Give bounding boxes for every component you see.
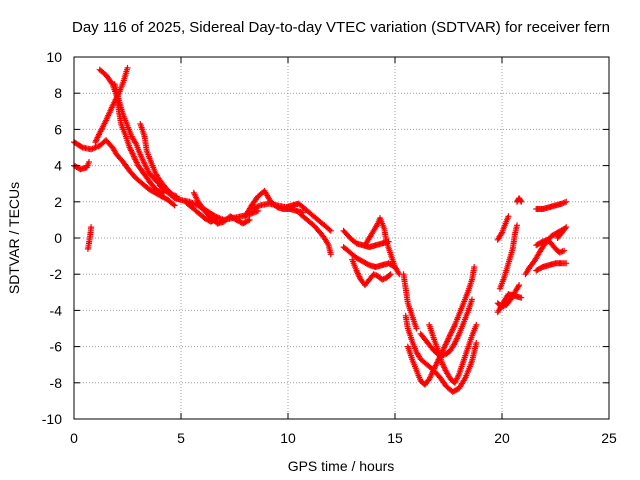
y-tick-label: -4 (50, 302, 63, 318)
plus-markers (111, 81, 167, 191)
x-tick-label: 20 (494, 430, 510, 446)
plus-markers (533, 198, 570, 212)
series-satellite-29 (533, 236, 568, 256)
chart-title: Day 116 of 2025, Sidereal Day-to-day VTE… (72, 19, 610, 36)
y-tick-label: 2 (54, 194, 62, 210)
plus-markers (190, 189, 253, 227)
series-satellite-27 (514, 195, 525, 205)
series-satellite-3 (84, 224, 95, 252)
plus-markers (71, 137, 178, 209)
plus-markers (84, 224, 95, 252)
y-tick-label: 10 (46, 49, 62, 65)
x-tick-label: 10 (280, 430, 296, 446)
plus-markers (362, 215, 403, 278)
series-satellite-19 (402, 312, 480, 395)
plus-markers (494, 291, 525, 316)
data-marks (71, 64, 570, 395)
plus-markers (426, 321, 480, 386)
y-tick-label: -2 (50, 266, 63, 282)
series-satellite-10 (182, 198, 221, 225)
plus-markers (349, 256, 394, 289)
plus-markers (248, 200, 334, 234)
x-axis-label: GPS time / hours (288, 458, 395, 474)
plus-markers (182, 198, 221, 225)
plus-markers (514, 195, 525, 205)
series-satellite-22 (426, 321, 480, 386)
y-axis-label: SDTVAR / TECUs (6, 182, 22, 294)
series-satellite-9 (190, 189, 253, 227)
series-satellite-12 (248, 200, 334, 234)
y-tick-label: -8 (50, 375, 63, 391)
axis-ticks: 0 5 10 15 20 25 -10 -8 -6 -4 -2 0 2 4 6 8 10 (42, 49, 617, 446)
plus-markers (400, 271, 420, 332)
plus-markers (494, 213, 512, 243)
series-satellite-6 (111, 81, 167, 191)
y-tick-label: 0 (54, 230, 62, 246)
plus-markers (496, 222, 520, 292)
series-satellite-17 (362, 215, 403, 278)
plus-markers (554, 224, 570, 241)
series-satellite-1 (71, 137, 178, 209)
x-tick-label: 15 (387, 430, 403, 446)
grid-lines (74, 57, 609, 419)
series-satellite-16 (349, 256, 394, 289)
series-satellite-25 (496, 222, 520, 292)
x-tick-label: 0 (70, 430, 78, 446)
y-tick-label: -6 (50, 339, 63, 355)
plus-markers (297, 211, 334, 258)
series-satellite-31 (533, 260, 570, 274)
series-satellite-32 (554, 224, 570, 241)
plus-markers (402, 312, 480, 395)
series-satellite-15 (340, 244, 398, 270)
y-tick-label: 8 (54, 85, 62, 101)
series-satellite-26 (494, 291, 525, 316)
series-satellite-30 (533, 198, 570, 212)
x-tick-label: 5 (177, 430, 185, 446)
plus-markers (533, 236, 568, 256)
series-satellite-18 (400, 271, 420, 332)
series-satellite-13 (297, 211, 334, 258)
series-satellite-24 (494, 213, 512, 243)
plus-markers (533, 260, 570, 274)
plus-markers (340, 244, 398, 270)
y-tick-label: 6 (54, 121, 62, 137)
x-tick-label: 25 (601, 430, 617, 446)
y-tick-label: -10 (42, 411, 62, 427)
y-tick-label: 4 (54, 158, 62, 174)
